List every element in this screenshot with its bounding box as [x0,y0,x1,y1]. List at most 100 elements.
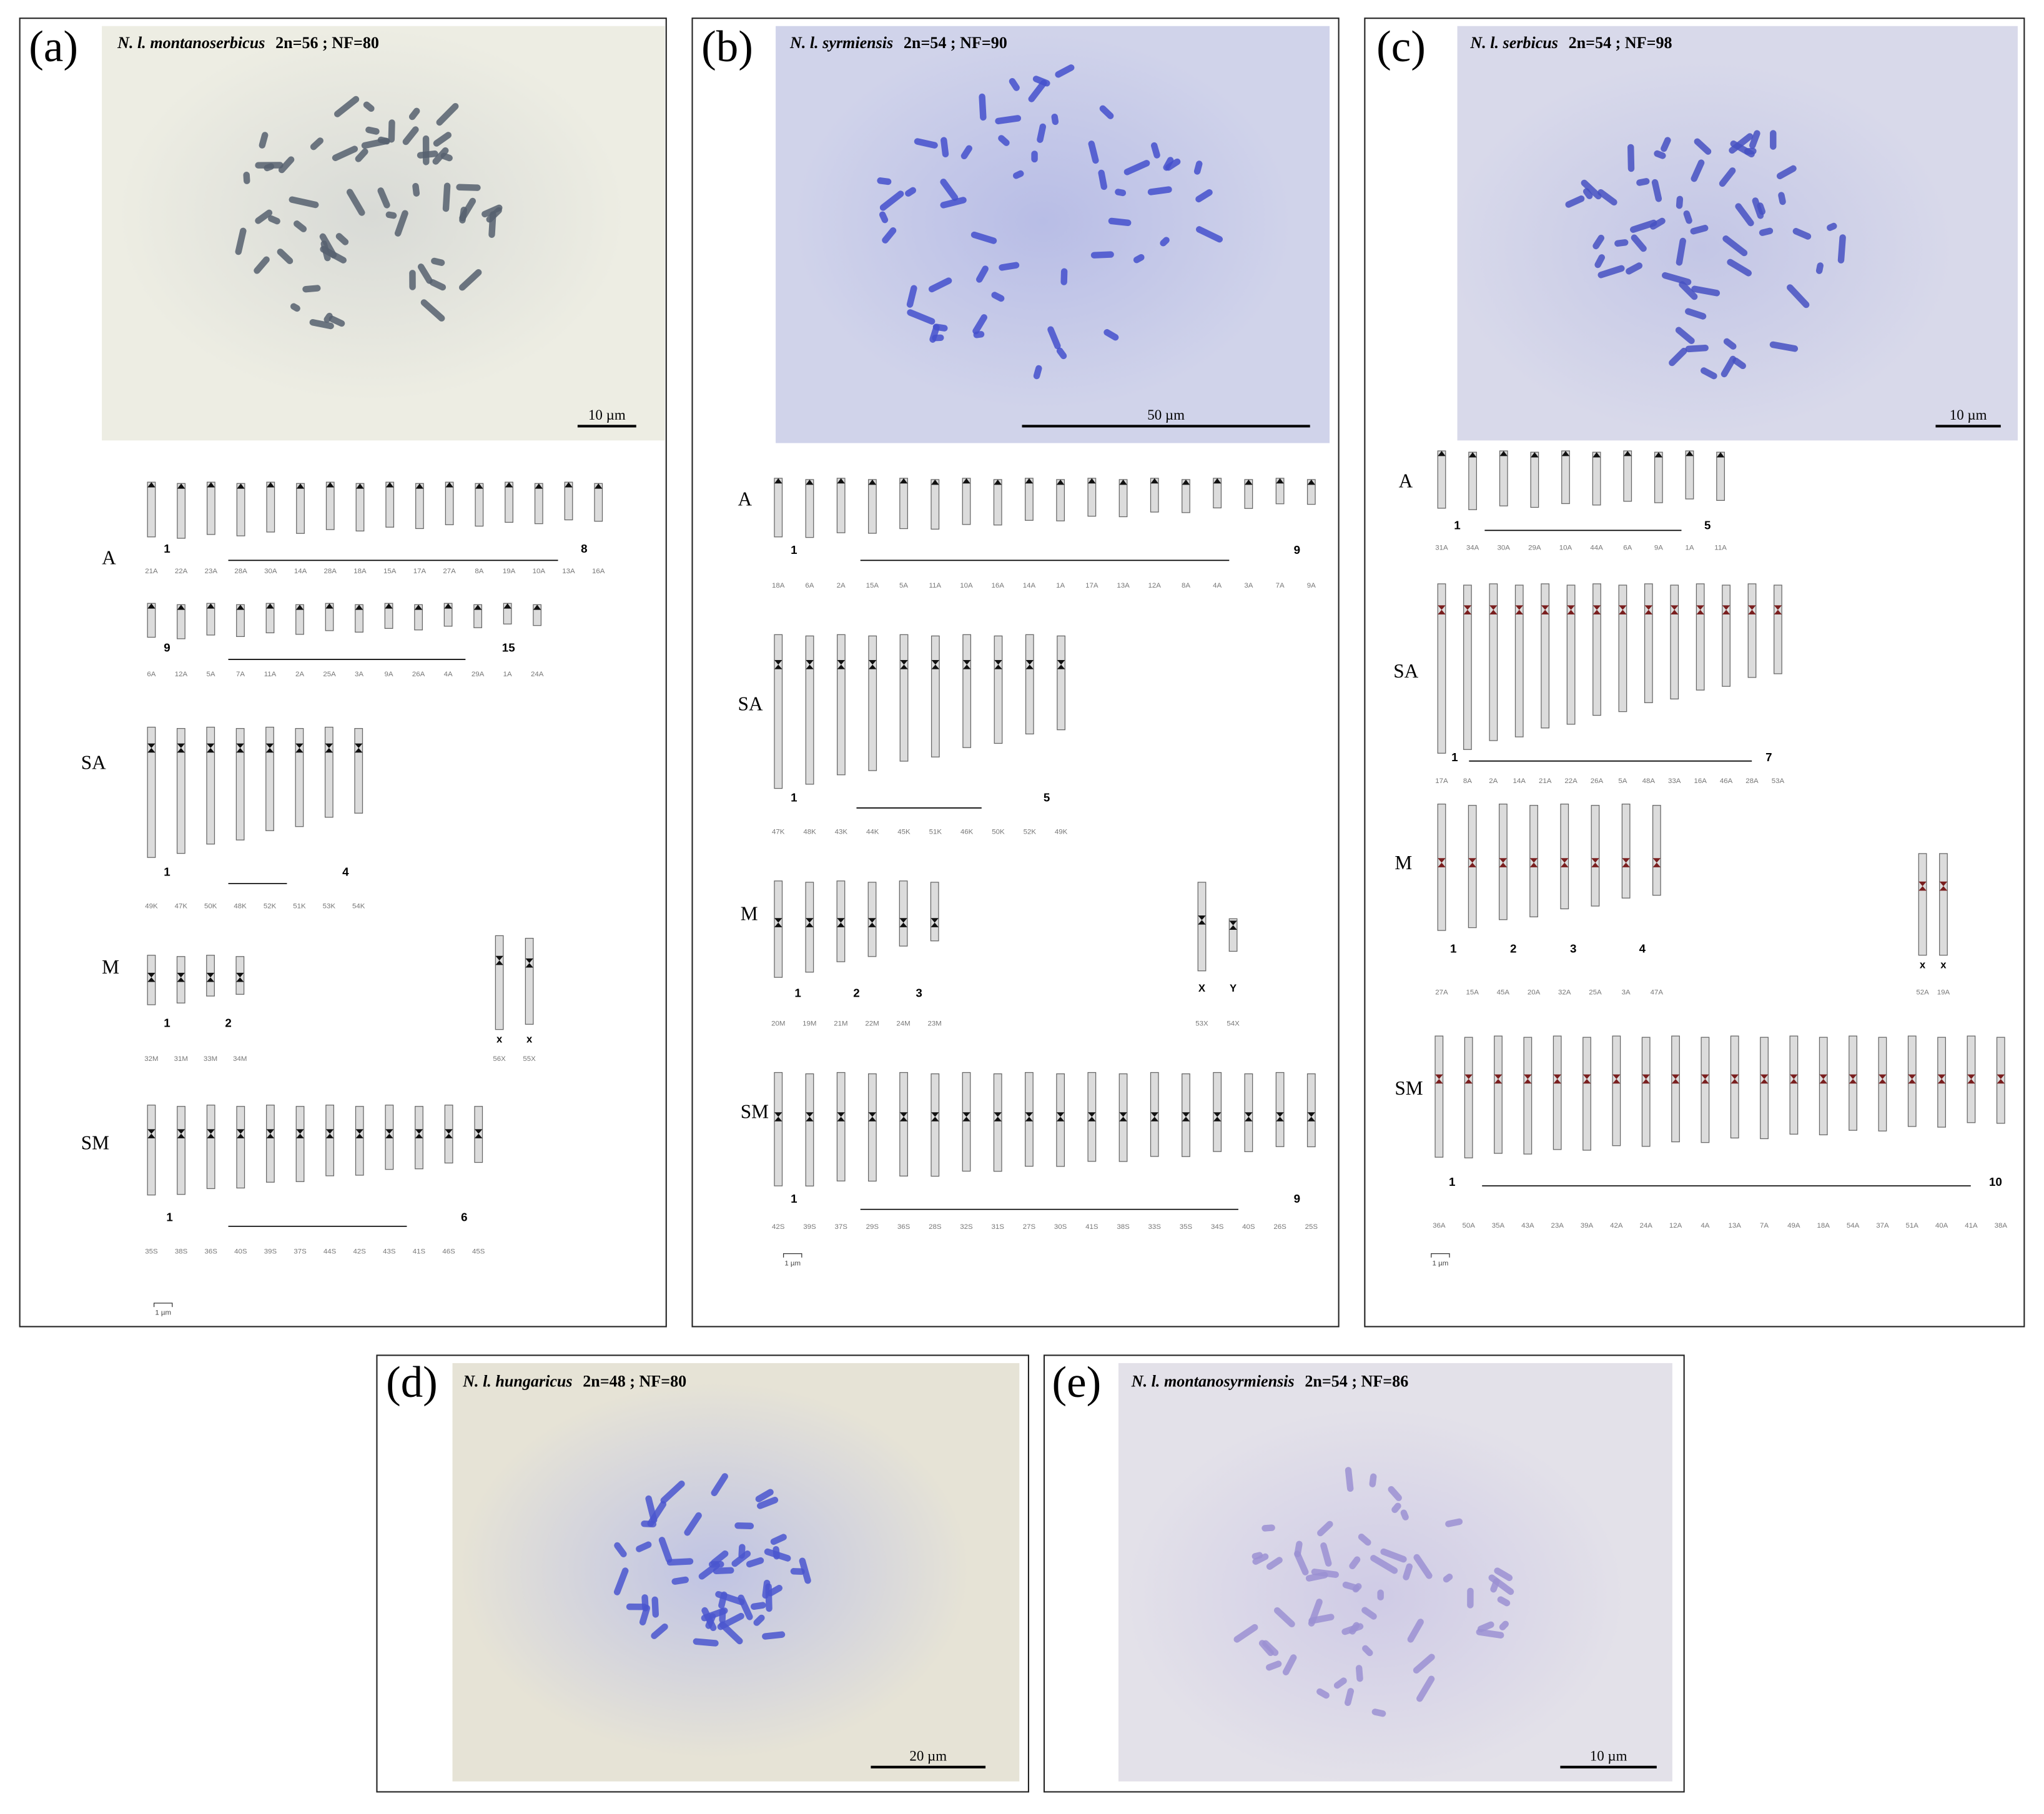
chromosome-spread [1497,1596,1511,1607]
centromere [962,1112,970,1121]
chromosome-spread [711,1473,728,1497]
chromosome-spread [1477,1621,1494,1632]
chromosome-id: 6A [147,671,156,678]
chromosome-spread [1273,1607,1295,1627]
chromosome [1670,584,1679,700]
chromosome-spread [1770,130,1777,150]
chromosome-spread [1581,179,1602,200]
chromosome-spread [243,171,250,184]
chromosome [774,634,783,789]
chromosome-spread [613,1567,629,1595]
chromosome-spread [1333,1677,1347,1689]
chromosome-spread [385,211,397,219]
chromosome-id: 55X [523,1055,536,1063]
chromosome [962,1072,971,1172]
centromere [994,660,1002,669]
chromosome-spread [235,227,247,255]
sex-chromosome-label: X [1198,982,1205,994]
chromosome-spread [713,1567,734,1575]
chromosome [993,479,1002,526]
chromosome [147,1105,156,1196]
chromosome [867,1073,877,1182]
chromosome-spread [1388,1486,1402,1501]
chromosome-spread [636,1541,652,1552]
centromere [837,1112,845,1121]
chromosome-id: 29A [1528,545,1541,552]
small-scale-label: 1 µm [784,1259,801,1267]
pair-number: 6 [461,1210,467,1223]
pair-number: 1 [1451,751,1458,764]
telomere-mark [147,603,156,609]
chromosome-spread [651,1596,659,1618]
chromosome [1671,1035,1680,1143]
chromosome-id: 22A [1564,777,1577,785]
chromosome [774,880,783,978]
telomere-mark [1468,452,1477,458]
chromosome [1621,804,1631,899]
sex-chromosome-label: x [1920,959,1926,971]
chromosome-id: 25A [1589,988,1602,996]
telomere-mark [899,478,908,484]
chromosome [1654,451,1663,503]
chromosome-id: 18A [1817,1222,1830,1230]
telomere-mark [385,603,393,609]
chromosome-id: 52K [1024,829,1037,836]
telomere-mark [503,603,511,609]
chromosome-id: 9A [1307,582,1316,589]
chromosome-id: 10A [533,568,546,575]
chromosome [1437,804,1446,931]
chromosome-id: 28A [324,568,337,575]
centromere [1918,881,1927,891]
telomere-mark [868,479,877,485]
telomere-mark [533,604,541,610]
chromosome-id: 51A [1906,1222,1919,1230]
chromosome-spread [1691,159,1705,182]
chromosome-id: 26A [412,671,425,678]
chromosome-spread [420,299,445,322]
chromosome-id: 21M [834,1020,847,1027]
telomere-mark [266,603,274,609]
chromosome-id: 54K [352,903,365,910]
centromere [1494,1074,1503,1084]
chromosome-spread [1320,1542,1332,1567]
chromosome-spread [1629,219,1657,233]
chromosome-spread [1752,197,1764,219]
chromosome [325,481,335,530]
chromosome [355,1106,364,1176]
chromosome-id: 24A [531,671,544,678]
chromosome-id: 50A [1462,1222,1475,1230]
chromosome-spread [1685,344,1709,353]
chromosome-id: 30S [1054,1223,1067,1231]
telomere-mark [414,604,423,610]
chromosome-id: 1A [1685,545,1694,552]
telomere-mark [1561,451,1570,456]
small-scale-label: 1 µm [155,1309,171,1317]
chromosome-spread [1195,189,1213,203]
chromosome-spread [1669,347,1687,367]
micrograph [452,1363,1020,1782]
chromosome-spread [1499,1620,1509,1630]
chromosome-spread [1115,189,1127,197]
chromosome [236,483,245,536]
chromosome-spread [1722,235,1748,257]
chromosome-id: 7A [1760,1222,1769,1230]
centromere [899,1112,908,1121]
chromosome-spread [1700,367,1717,380]
chromosome-spread [1467,1587,1474,1609]
chromosome-id: 42S [353,1248,367,1256]
telomere-mark [594,483,603,489]
chromosome-spread [998,135,1010,146]
telomere-mark [207,603,215,609]
group-label: SA [738,693,763,714]
chromosome-id: 27A [1435,988,1448,996]
centromere [385,1129,393,1138]
telomere-mark [177,604,185,610]
chromosome-spread [1342,1581,1360,1592]
centromere [295,743,304,753]
chromosome-spread [289,196,319,209]
chromosome-id: 45A [1497,988,1510,996]
pair-number: 2 [853,986,859,999]
chromosome-spread [762,1631,786,1640]
chromosome-spread [1308,1599,1323,1627]
chromosome-spread [626,1603,648,1610]
